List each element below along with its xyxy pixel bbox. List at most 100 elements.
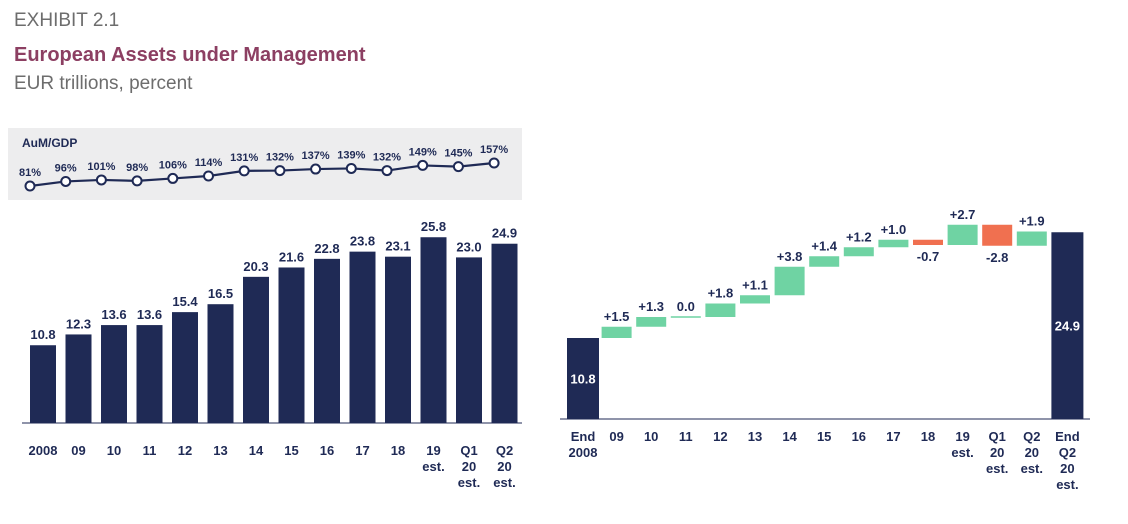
ratio-point: [238, 165, 250, 177]
waterfall-delta-label: +1.1: [742, 277, 768, 292]
ratio-label: 157%: [480, 144, 508, 156]
ratio-label: 114%: [195, 157, 223, 169]
aum-bar: [207, 304, 234, 423]
ratio-panel-background: [8, 128, 522, 200]
ratio-label: 132%: [373, 152, 401, 164]
ratio-label: 96%: [55, 162, 77, 174]
waterfall-end-label: 24.9: [1055, 319, 1080, 334]
aum-value-label: 21.6: [279, 249, 304, 264]
ratio-label: 81%: [19, 167, 41, 179]
ratio-point: [345, 162, 357, 174]
aum-x-tick: 11: [143, 443, 157, 458]
aum-value-label: 13.6: [137, 307, 162, 322]
aum-value-label: 22.8: [314, 241, 339, 256]
waterfall-x-tick: 19 est.: [951, 429, 973, 460]
aum-bar: [101, 325, 127, 423]
aum-x-tick: Q2 20 est.: [493, 443, 515, 490]
waterfall-x-tick: 10: [644, 429, 658, 444]
ratio-point: [274, 165, 286, 177]
aum-value-label: 20.3: [243, 259, 268, 274]
ratio-label: 139%: [337, 149, 365, 161]
waterfall-delta-bar: [636, 317, 667, 327]
aum-x-tick: 16: [320, 443, 334, 458]
aum-x-tick: 14: [249, 443, 264, 458]
aum-x-tick: 09: [71, 443, 85, 458]
aum-bar: [278, 267, 305, 423]
waterfall-x-tick: 16: [852, 429, 866, 444]
waterfall-delta-bar: [740, 295, 770, 304]
ratio-label: 98%: [126, 162, 148, 174]
waterfall-delta-bar: [843, 247, 874, 257]
ratio-label: 101%: [87, 161, 115, 173]
aum-x-tick: 15: [284, 443, 298, 458]
waterfall-delta-bar: [878, 239, 909, 248]
waterfall-x-tick: Q2 20 est.: [1021, 429, 1043, 476]
ratio-line: [29, 161, 495, 188]
waterfall-x-tick: 17: [886, 429, 900, 444]
aum-value-label: 23.8: [350, 234, 375, 249]
waterfall-x-tick: 09: [609, 429, 623, 444]
aum-bar: [172, 312, 198, 423]
ratio-point: [131, 175, 143, 187]
waterfall-x-tick: 14: [782, 429, 797, 444]
aum-value-label: 10.8: [30, 327, 55, 342]
waterfall-delta-bar: [774, 266, 805, 296]
waterfall-delta-bar: [809, 256, 840, 267]
ratio-label: 137%: [302, 150, 330, 162]
ratio-point: [381, 165, 393, 177]
waterfall-delta-label: +3.8: [777, 249, 803, 264]
waterfall-delta-label: +1.2: [846, 229, 872, 244]
aum-bar: [456, 257, 482, 423]
waterfall-delta-label: +2.7: [950, 207, 976, 222]
aum-bar: [420, 237, 447, 423]
waterfall-delta-label: +1.4: [811, 238, 837, 253]
waterfall-start-label: 10.8: [570, 372, 595, 387]
aum-x-tick: Q1 20 est.: [458, 443, 480, 490]
ratio-panel-title: AuM/GDP: [22, 136, 77, 150]
waterfall-x-tick: Q1 20 est.: [986, 429, 1008, 476]
aum-bar: [65, 334, 92, 423]
aum-bar: [136, 325, 163, 423]
aum-value-label: 12.3: [66, 316, 91, 331]
ratio-point: [203, 170, 214, 182]
aum-value-label: 25.8: [421, 219, 446, 234]
ratio-point: [60, 175, 72, 187]
waterfall-delta-bar: [1016, 231, 1047, 246]
waterfall-delta-bar: [982, 224, 1013, 246]
aum-value-label: 13.6: [101, 307, 126, 322]
aum-x-tick: 12: [178, 443, 192, 458]
waterfall-x-tick: 13: [748, 429, 762, 444]
aum-bar: [30, 345, 56, 423]
waterfall-delta-label: +1.8: [708, 286, 734, 301]
waterfall-x-tick: End 2008: [569, 429, 598, 460]
ratio-point: [452, 161, 464, 173]
ratio-label: 131%: [230, 152, 258, 164]
aum-value-label: 15.4: [172, 294, 198, 309]
waterfall-x-tick: 11: [679, 429, 693, 444]
aum-x-tick: 13: [213, 443, 227, 458]
waterfall-x-tick: End Q2 20 est.: [1055, 429, 1080, 492]
ratio-point: [95, 174, 107, 186]
waterfall-delta-label: 0.0: [677, 299, 695, 314]
waterfall-delta-bar: [947, 224, 978, 245]
waterfall-delta-label: -0.7: [917, 249, 939, 264]
aum-x-tick: 17: [355, 443, 369, 458]
waterfall-delta-label: +1.0: [881, 222, 907, 237]
aum-value-label: 16.5: [208, 286, 233, 301]
ratio-label: 149%: [409, 146, 437, 158]
waterfall-delta-bar: [705, 303, 736, 317]
exhibit-label: EXHIBIT 2.1: [14, 10, 120, 31]
waterfall-delta-label: -2.8: [986, 250, 1008, 265]
aum-value-label: 24.9: [492, 226, 517, 241]
waterfall-delta-bar: [601, 326, 632, 338]
ratio-label: 145%: [444, 148, 472, 160]
aum-x-tick: 19 est.: [422, 443, 444, 474]
aum-bar: [314, 258, 340, 423]
waterfall-delta-label: +1.3: [638, 299, 664, 314]
aum-x-tick: 18: [391, 443, 405, 458]
aum-x-tick: 2008: [29, 443, 58, 458]
waterfall-x-tick: 12: [713, 429, 727, 444]
ratio-label: 132%: [266, 152, 294, 164]
aum-value-label: 23.1: [385, 239, 410, 254]
